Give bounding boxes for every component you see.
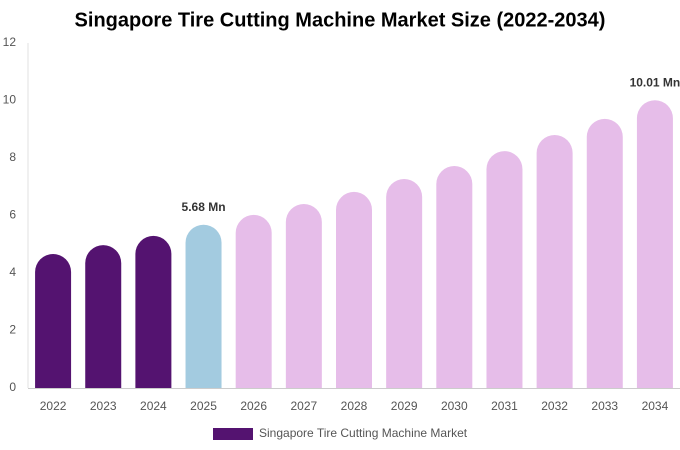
bar <box>636 100 673 389</box>
bar <box>35 254 72 388</box>
x-tick-label: 2034 <box>642 399 669 413</box>
bar <box>235 214 272 388</box>
x-tick-label: 2027 <box>290 399 317 413</box>
bar <box>285 204 322 388</box>
legend-swatch <box>213 428 253 440</box>
x-tick-label: 2033 <box>591 399 618 413</box>
legend-label: Singapore Tire Cutting Machine Market <box>259 426 468 440</box>
x-tick-label: 2028 <box>341 399 368 413</box>
bar <box>185 224 222 388</box>
value-label: 10.01 Mn <box>630 75 680 89</box>
bar <box>536 135 573 388</box>
chart-title: Singapore Tire Cutting Machine Market Si… <box>75 9 606 31</box>
bar <box>436 166 473 388</box>
x-tick-label: 2022 <box>40 399 67 413</box>
x-tick-label: 2032 <box>541 399 568 413</box>
bar <box>386 178 423 388</box>
bar <box>586 118 623 388</box>
x-tick-label: 2025 <box>190 399 217 413</box>
x-tick-label: 2026 <box>240 399 267 413</box>
value-label: 5.68 Mn <box>182 200 226 214</box>
x-tick-label: 2029 <box>391 399 418 413</box>
y-tick-label: 8 <box>9 150 16 164</box>
bar <box>336 191 372 388</box>
y-tick-label: 6 <box>9 208 16 222</box>
x-tick-label: 2023 <box>90 399 117 413</box>
x-tick-label: 2024 <box>140 399 167 413</box>
y-tick-label: 4 <box>9 265 16 279</box>
y-tick-label: 2 <box>9 323 16 337</box>
x-tick-label: 2030 <box>441 399 468 413</box>
bar <box>135 235 172 388</box>
y-tick-label: 12 <box>3 35 17 49</box>
x-tick-label: 2031 <box>491 399 518 413</box>
bar <box>486 151 523 388</box>
y-tick-label: 10 <box>3 93 17 107</box>
bar <box>85 245 122 388</box>
y-tick-label: 0 <box>9 380 16 394</box>
